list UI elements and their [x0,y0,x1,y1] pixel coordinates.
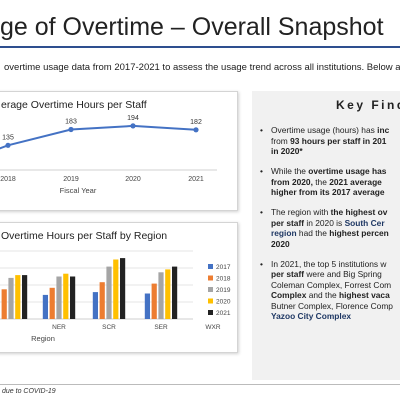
finding-text: inc [377,125,390,135]
finding-text: per staff [271,217,305,228]
finding-text: While the [271,166,309,176]
finding-text: Coleman Complex, Forrest Com [271,279,392,290]
footnote: due to COVID-19 [2,388,56,395]
data-label: 182 [190,119,202,126]
finding-text: Complex [271,290,307,300]
bar-2021 [172,266,178,319]
line-chart-title: erage Overtime Hours per Staff [1,99,147,111]
finding-text: The region with [271,207,331,217]
bar-2019 [56,276,62,319]
finding-text: 2021 average [329,176,382,187]
legend-label: 2020 [216,299,231,306]
legend-label: 2018 [216,276,231,283]
finding-text: from [271,135,291,146]
bar-chart: Overtime Hours per Staff by Region NER SCR… [0,230,231,343]
finding-text: were and Big Spring [304,269,382,279]
finding-text: had the [296,228,330,238]
bar-2021 [22,275,28,319]
legend-swatch [208,275,213,281]
finding-text: in 2020* [271,146,303,156]
bar-2018 [1,289,7,320]
data-point [5,142,11,148]
bar-2017 [144,293,150,319]
footer-divider [0,384,400,385]
line-chart-panel: erage Overtime Hours per Staff 135 2018 183… [0,91,238,211]
x-tick-label: 2019 [63,176,79,183]
x-tick-label: 2018 [0,176,16,183]
bar-2017 [92,292,98,319]
legend-swatch [208,310,213,315]
finding-text: and the [306,290,339,300]
finding-item: Overtime usage (hours) has inc from 93 ho… [260,125,400,157]
key-findings-panel: Key Find Overtime usage (hours) has inc f… [252,91,400,380]
legend-swatch [208,264,213,269]
legend-swatch [208,287,213,292]
data-point [130,123,136,129]
finding-text: highest vaca [338,290,390,300]
data-label: 194 [127,115,139,122]
finding-text: region [271,228,297,238]
data-point [193,127,199,133]
finding-text: Yazoo City Complex [271,311,352,321]
finding-text: 93 hours per staff in 201 [290,135,387,146]
x-axis-title: Fiscal Year [60,186,97,195]
x-tick-label: NER [52,324,66,331]
finding-text: South Cer [344,217,385,228]
finding-text: Overtime usage (hours) has [271,125,378,135]
key-findings-title: Key Find [336,98,400,112]
data-label: 135 [2,134,14,141]
bar-2019 [106,266,112,319]
x-axis-title: Region [31,334,55,343]
bar-2021 [70,276,76,319]
finding-text: highest percen [329,228,389,238]
line-chart: erage Overtime Hours per Staff 135 2018 183… [0,99,217,195]
finding-text: per staff [271,269,305,279]
finding-text: in 2020 is [304,217,345,228]
finding-text: higher from its 2017 average [271,187,385,197]
intro-text: overtime usage data from 2017-2021 to as… [4,62,400,73]
bar-2021 [120,258,126,319]
finding-text: overtime usage has [308,166,387,176]
bar-2018 [49,287,55,319]
bar-2019 [158,272,164,320]
bar-2020 [165,269,171,319]
key-findings-list: Overtime usage (hours) has inc from 93 ho… [260,125,400,331]
x-tick-label: SER [154,324,168,331]
bar-2020 [63,273,69,319]
bar-2017 [42,294,48,319]
bar-2018 [99,282,105,319]
legend-label: 2019 [216,287,231,294]
title-underline [0,46,400,48]
bar-2018 [151,283,157,319]
overtime-line [0,124,197,150]
finding-text: In 2021, the top 5 institutions w [271,258,387,269]
x-tick-label: WXR [205,324,220,331]
bar-2020 [113,259,119,319]
data-point [68,126,74,133]
finding-text: the highest ov [330,207,388,217]
bar-2020 [15,275,21,319]
legend-label: 2021 [216,310,231,317]
x-tick-label: 2021 [188,176,204,183]
legend-label: 2017 [216,264,231,271]
data-label: 183 [65,119,77,126]
finding-text: 2020 [271,238,290,249]
bar-2019 [8,277,14,319]
page-title: ge of Overtime – Overall Snapshot [0,13,384,41]
finding-text: from 2020, [271,176,316,187]
legend-swatch [208,298,213,304]
bar-chart-title: Overtime Hours per Staff by Region [1,230,167,242]
x-tick-label: 2020 [125,176,141,183]
finding-text: Butner Complex, Florence Comp [271,300,393,311]
bar-chart-panel: Overtime Hours per Staff by Region NER SCR… [0,222,238,353]
x-tick-label: SCR [102,324,116,331]
finding-text: the [315,176,330,187]
